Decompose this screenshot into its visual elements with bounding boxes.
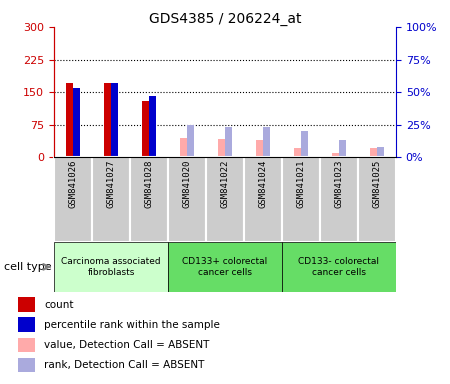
- Bar: [18, 358, 36, 372]
- Bar: [111, 83, 117, 157]
- Bar: [333, 153, 339, 157]
- FancyBboxPatch shape: [54, 242, 167, 292]
- FancyBboxPatch shape: [283, 157, 320, 242]
- Text: Carcinoma associated
fibroblasts: Carcinoma associated fibroblasts: [61, 257, 161, 276]
- Bar: [66, 83, 73, 157]
- FancyBboxPatch shape: [320, 157, 358, 242]
- Text: cell type: cell type: [4, 262, 52, 272]
- Bar: [18, 318, 36, 332]
- FancyBboxPatch shape: [244, 157, 282, 242]
- Bar: [18, 338, 36, 352]
- Bar: [104, 83, 111, 157]
- Text: GSM841023: GSM841023: [334, 160, 343, 209]
- Text: GSM841022: GSM841022: [220, 160, 230, 209]
- FancyBboxPatch shape: [130, 157, 167, 242]
- Bar: [225, 127, 232, 157]
- Bar: [294, 148, 301, 157]
- FancyBboxPatch shape: [283, 242, 396, 292]
- Bar: [218, 139, 225, 157]
- Text: percentile rank within the sample: percentile rank within the sample: [44, 320, 220, 330]
- Bar: [256, 140, 263, 157]
- Text: value, Detection Call = ABSENT: value, Detection Call = ABSENT: [44, 340, 210, 350]
- Bar: [370, 148, 377, 157]
- FancyBboxPatch shape: [54, 157, 92, 242]
- Text: GSM841020: GSM841020: [183, 160, 192, 209]
- Bar: [301, 131, 308, 157]
- Text: GSM841021: GSM841021: [297, 160, 306, 209]
- Bar: [339, 141, 346, 157]
- Text: GSM841025: GSM841025: [373, 160, 382, 209]
- FancyBboxPatch shape: [207, 157, 243, 242]
- Bar: [180, 138, 187, 157]
- FancyBboxPatch shape: [168, 242, 282, 292]
- FancyBboxPatch shape: [168, 157, 206, 242]
- Text: CD133- colorectal
cancer cells: CD133- colorectal cancer cells: [298, 257, 379, 276]
- Text: rank, Detection Call = ABSENT: rank, Detection Call = ABSENT: [44, 360, 205, 370]
- Title: GDS4385 / 206224_at: GDS4385 / 206224_at: [149, 12, 301, 26]
- Text: CD133+ colorectal
cancer cells: CD133+ colorectal cancer cells: [182, 257, 268, 276]
- Text: GSM841024: GSM841024: [258, 160, 267, 209]
- Bar: [263, 127, 270, 157]
- Bar: [73, 88, 80, 157]
- FancyBboxPatch shape: [358, 157, 396, 242]
- FancyBboxPatch shape: [92, 157, 130, 242]
- Bar: [18, 297, 36, 312]
- Text: GSM841026: GSM841026: [68, 160, 77, 209]
- Text: GSM841028: GSM841028: [144, 160, 153, 209]
- Bar: [142, 101, 149, 157]
- Text: count: count: [44, 300, 74, 310]
- Bar: [187, 125, 194, 157]
- Bar: [377, 147, 384, 157]
- Text: GSM841027: GSM841027: [107, 160, 116, 209]
- Bar: [149, 96, 156, 157]
